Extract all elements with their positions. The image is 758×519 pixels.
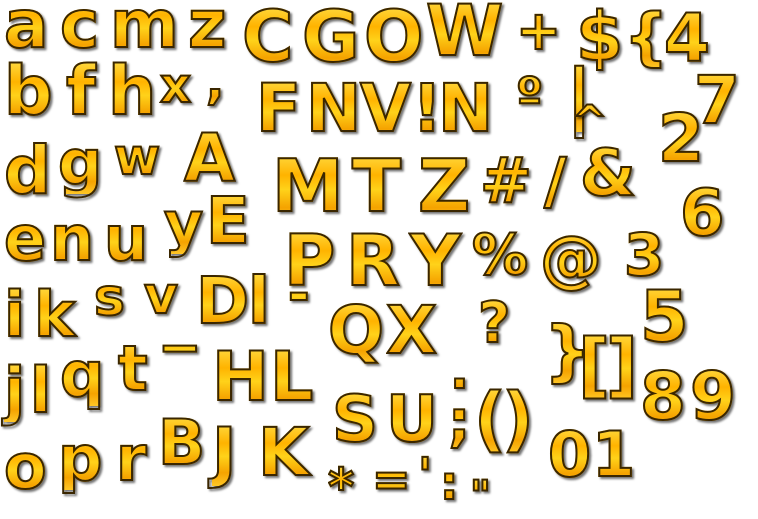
glyph-9: 9 <box>689 358 737 435</box>
glyph-n: n <box>49 202 95 275</box>
glyph-M: M <box>271 144 345 228</box>
glyph-lbracket: [ <box>577 324 611 406</box>
glyph-q: q <box>59 338 105 411</box>
glyph-b: b <box>3 52 54 131</box>
glyph-N2: N <box>437 70 494 147</box>
glyph-7: 7 <box>693 62 741 139</box>
glyph-Z: Z <box>417 144 471 228</box>
glyph-z: z <box>187 0 227 59</box>
glyph-o: o <box>3 430 48 503</box>
glyph-A: A <box>183 120 236 197</box>
glyph-4: 4 <box>663 0 711 77</box>
glyph-D: D <box>195 265 250 339</box>
glyph-dollar: $ <box>575 0 624 77</box>
glyph-K: K <box>257 414 310 491</box>
glyph-rparen: ) <box>501 378 535 460</box>
glyph-Y: Y <box>409 220 462 302</box>
glyph-ordinal: º <box>515 68 544 124</box>
glyph-E: E <box>205 185 251 259</box>
glyph-O: O <box>363 0 424 78</box>
glyph-f: f <box>65 52 97 131</box>
glyph-6: 6 <box>679 177 726 251</box>
glyph-2: 2 <box>657 100 705 177</box>
glyph-bang: ! <box>411 70 443 147</box>
glyph-l2: l <box>29 354 52 427</box>
glyph-dash: - <box>287 264 311 324</box>
glyph-slash: / <box>543 144 568 217</box>
glyph-d: d <box>3 132 52 209</box>
glyph-minus: − <box>157 318 203 378</box>
glyph-x: x <box>159 58 192 114</box>
glyph-Q: Q <box>327 292 385 369</box>
glyph-equals: = <box>371 452 412 506</box>
glyph-g: g <box>57 126 103 199</box>
glyph-p: p <box>57 422 103 495</box>
glyph-k: k <box>33 278 76 351</box>
glyph-asterisk: * <box>327 458 355 516</box>
glyph-8: 8 <box>639 358 687 435</box>
glyph-G: G <box>301 0 360 78</box>
glyph-at: @ <box>539 222 603 295</box>
glyph-y: y <box>163 189 204 259</box>
glyph-caret: ^ <box>571 96 608 145</box>
glyph-v: v <box>143 266 179 326</box>
glyph-J: J <box>211 414 238 491</box>
glyph-rbrace: } <box>543 312 592 389</box>
glyph-T: T <box>351 144 402 228</box>
glyph-X: X <box>385 292 438 369</box>
glyph-t: t <box>117 332 149 405</box>
glyph-F: F <box>255 70 302 147</box>
glyph-semicolon: ; <box>447 389 471 454</box>
glyph-N: N <box>305 70 362 147</box>
glyph-h: h <box>107 52 157 131</box>
glyph-0: 0 <box>547 418 592 491</box>
glyph-5: 5 <box>639 276 690 358</box>
glyph-colon: : <box>439 456 459 510</box>
glyph-r: r <box>115 422 148 495</box>
glyph-comma: , <box>205 54 225 110</box>
glyph-W: W <box>425 0 504 67</box>
glyph-apostrophe: ' <box>417 448 433 502</box>
glyph-l: l <box>247 265 271 339</box>
glyph-dquote: " <box>469 473 492 519</box>
glyph-i: i <box>3 278 26 351</box>
glyph-L: L <box>269 338 314 417</box>
glyph-U: U <box>385 383 439 457</box>
glyph-lbrace: { <box>623 0 669 73</box>
glyph-percent: % <box>471 223 529 288</box>
glyph-e: e <box>3 202 47 275</box>
glyph-P: P <box>283 220 336 302</box>
glyph-a: a <box>3 0 50 59</box>
glyph-B: B <box>157 406 206 479</box>
glyph-j: j <box>3 354 26 427</box>
glyph-C: C <box>241 0 294 78</box>
glyph-rbracket: ] <box>605 324 639 406</box>
glyph-V: V <box>359 70 412 147</box>
glyph-amp: & <box>579 137 637 211</box>
glyph-3: 3 <box>623 221 665 289</box>
glyph-hash: # <box>479 144 533 217</box>
glyph-period: . <box>449 342 470 400</box>
glyph-H: H <box>211 338 270 417</box>
glyph-S: S <box>331 383 379 457</box>
glyph-s: s <box>93 268 126 328</box>
glyph-w: w <box>113 128 161 186</box>
glyph-R: R <box>345 220 401 302</box>
glyph-lparen: ( <box>473 378 507 460</box>
glyph-c: c <box>59 0 100 59</box>
glyph-question: ? <box>477 291 512 356</box>
glyph-pipe: | <box>565 54 593 138</box>
glyph-m: m <box>109 0 180 59</box>
glyph-1: 1 <box>591 418 636 491</box>
glyph-u: u <box>103 202 149 275</box>
glyph-plus: + <box>515 0 562 62</box>
